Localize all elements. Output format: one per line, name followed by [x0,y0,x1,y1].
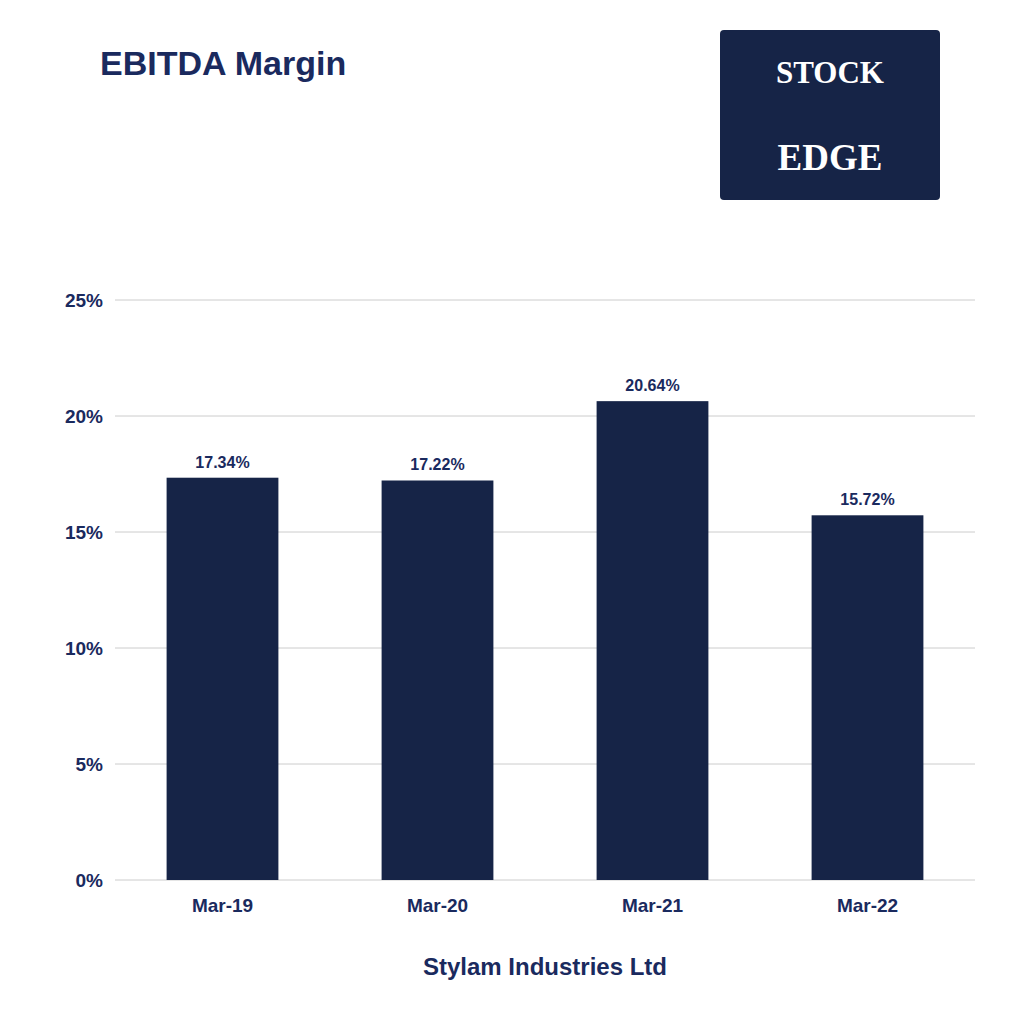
data-label: 17.34% [195,454,249,471]
data-labels: 17.34% 17.22% 20.64% 15.72% [195,377,894,508]
y-tick-label: 10% [65,638,103,659]
y-tick-label: 20% [65,406,103,427]
data-label: 17.22% [410,456,464,473]
chart-root: EBITDA Margin STOCK EDGE 0% 5% 10% 15% 20% 25% 17… [0,0,1024,1024]
x-tick-label: Mar-21 [622,895,684,916]
bar [167,478,279,880]
data-label: 15.72% [840,491,894,508]
bars [167,401,924,880]
bar [382,480,494,880]
background [0,0,1024,1024]
grid-line [115,300,975,301]
y-tick-label: 15% [65,522,103,543]
bar [812,515,924,880]
annotation: EDGE [778,137,883,178]
x-axis-label: Stylam Industries Ltd [423,953,667,980]
annotation: STOCK [776,55,884,90]
y-tick-label: 5% [76,754,104,775]
bar [597,401,709,880]
data-label: 20.64% [625,377,679,394]
y-tick-label: 25% [65,290,103,311]
y-axis: 0% 5% 10% 15% 20% 25% [65,290,103,891]
x-axis: Mar-19 Mar-20 Mar-21 Mar-22 [192,895,898,916]
grid-line [115,416,975,417]
grid [115,300,975,880]
x-tick-label: Mar-20 [407,895,468,916]
x-tick-label: Mar-19 [192,895,253,916]
logo: STOCK EDGE [720,30,940,200]
chart-title: EBITDA Margin [100,44,346,82]
x-tick-label: Mar-22 [837,895,898,916]
y-tick-label: 0% [76,870,104,891]
logo-box [720,30,940,200]
